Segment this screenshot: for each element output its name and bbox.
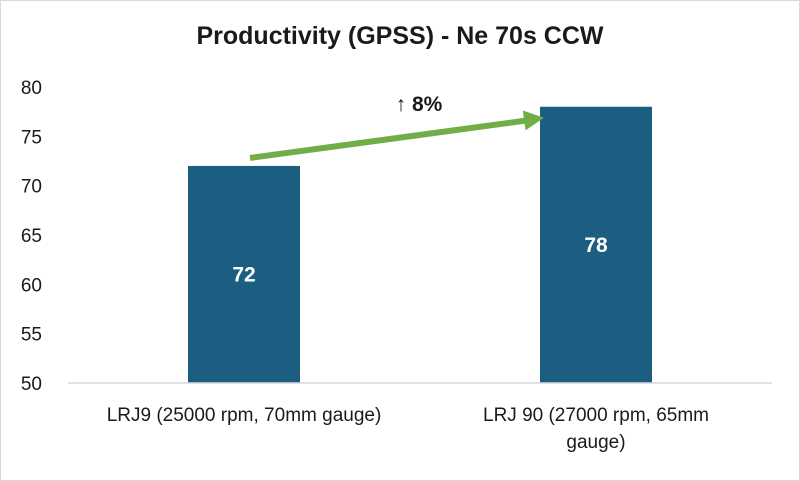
- y-tick-label: 50: [21, 374, 42, 395]
- y-tick-label: 75: [21, 127, 42, 148]
- y-tick-label: 60: [21, 275, 42, 296]
- chart-title: Productivity (GPSS) - Ne 70s CCW: [196, 22, 604, 50]
- x-axis-labels: LRJ9 (25000 rpm, 70mm gauge) LRJ 90 (2700…: [107, 405, 709, 453]
- bar: [540, 106, 652, 383]
- increase-arrow: ↑ 8%: [249, 93, 544, 161]
- bar-value-label: 78: [584, 234, 608, 257]
- arrow-shaft: [249, 116, 533, 161]
- bar-value-label: 72: [232, 263, 255, 286]
- y-axis-ticks: 50 55 60 65 70 75 80: [21, 78, 42, 395]
- increase-annotation: ↑ 8%: [396, 93, 443, 116]
- x-category-label: gauge): [566, 432, 625, 453]
- y-tick-label: 70: [21, 177, 42, 198]
- x-category-label: LRJ9 (25000 rpm, 70mm gauge): [107, 405, 382, 426]
- y-tick-label: 80: [21, 78, 42, 99]
- bar: [188, 165, 300, 383]
- x-category-label: LRJ 90 (27000 rpm, 65mm: [483, 405, 709, 426]
- bars: 72 78: [188, 106, 652, 383]
- y-tick-label: 65: [21, 226, 42, 247]
- y-tick-label: 55: [21, 325, 42, 346]
- arrow-head: [522, 110, 544, 131]
